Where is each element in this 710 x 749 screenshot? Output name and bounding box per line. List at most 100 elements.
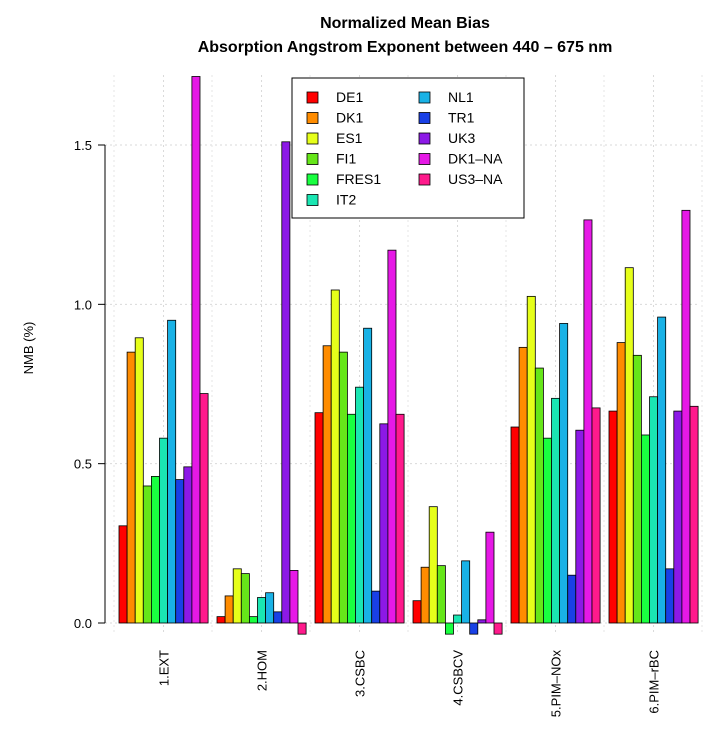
bar <box>420 566 430 624</box>
legend-swatch <box>306 194 319 206</box>
legend-swatch <box>418 173 431 186</box>
legend-label: FI1 <box>336 151 356 167</box>
bar <box>534 367 544 624</box>
bar <box>297 622 307 635</box>
bar <box>167 319 177 624</box>
bar <box>641 434 650 624</box>
legend-swatch <box>306 173 319 186</box>
bar <box>257 597 267 624</box>
legend-label: NL1 <box>448 89 474 105</box>
bar <box>118 525 128 624</box>
bar <box>575 429 585 624</box>
y-tick-label: 0.5 <box>74 457 92 472</box>
bar <box>248 616 258 624</box>
y-tick-label: 1.0 <box>74 297 92 312</box>
legend-swatch <box>306 153 319 165</box>
bar <box>453 614 463 624</box>
bar <box>142 485 152 624</box>
bar <box>330 289 340 624</box>
legend-swatch <box>418 132 431 145</box>
bar <box>134 337 144 624</box>
legend-label: IT2 <box>336 192 356 208</box>
bar <box>436 565 446 624</box>
y-tick-label: 1.5 <box>74 138 92 153</box>
legend-swatch <box>418 91 431 104</box>
legend: DE1 DK1 ES1 FI1 FRES1 IT2 NL1 TR1 UK3 DK1–NA US3–N… <box>291 77 525 219</box>
x-tick-label: 5.PIM–NOx <box>549 650 564 718</box>
bar <box>444 622 454 635</box>
bar <box>632 354 642 624</box>
bar <box>379 423 389 624</box>
bar <box>159 437 169 624</box>
x-tick-label: 3.CSBC <box>353 650 368 697</box>
bar <box>665 568 675 624</box>
legend-box <box>291 77 525 219</box>
legend-label: DK1–NA <box>448 151 503 167</box>
legend-label: DK1 <box>336 110 363 126</box>
bar <box>346 413 356 624</box>
chart-subtitle: Absorption Angstrom Exponent between 440… <box>198 39 613 56</box>
legend-label: ES1 <box>336 130 363 146</box>
bar <box>371 590 381 624</box>
bar <box>493 622 503 635</box>
bar <box>224 595 234 624</box>
bar <box>191 76 201 624</box>
x-tick-label: 2.HOM <box>255 650 270 691</box>
legend-swatch <box>306 112 319 124</box>
bar <box>469 622 479 635</box>
legend-swatch <box>306 91 319 104</box>
bar <box>543 437 552 624</box>
bar <box>273 611 283 624</box>
x-tick-label: 6.PIM–rBC <box>647 650 662 714</box>
bar <box>681 209 691 624</box>
bar <box>526 295 536 624</box>
bar <box>412 600 422 624</box>
bar <box>559 323 569 624</box>
y-tick-label: 0.0 <box>74 616 92 631</box>
bar <box>338 351 348 624</box>
bar <box>461 560 471 624</box>
legend-label: TR1 <box>448 110 475 126</box>
y-axis: 0.0 0.5 1.0 1.5 <box>74 138 106 631</box>
bar <box>551 397 561 624</box>
x-tick-label: 1.EXT <box>157 650 172 686</box>
bar <box>322 345 332 624</box>
legend-label: UK3 <box>448 130 475 146</box>
bar <box>689 405 699 624</box>
bar <box>240 573 250 624</box>
bar <box>387 249 397 624</box>
bar <box>657 316 667 624</box>
bar <box>150 476 160 624</box>
bar <box>183 466 193 624</box>
bar <box>216 616 226 624</box>
bar <box>355 386 365 624</box>
bar <box>281 141 291 624</box>
x-tick-label: 4.CSBCV <box>451 650 466 706</box>
y-axis-label: NMB (%) <box>21 322 36 375</box>
bar <box>567 574 577 624</box>
bar <box>314 412 324 624</box>
legend-label: DE1 <box>336 89 363 105</box>
bar <box>126 351 136 624</box>
legend-swatch <box>418 112 431 124</box>
bar <box>232 568 242 624</box>
bar <box>624 267 634 624</box>
bar <box>428 506 438 624</box>
bar <box>363 327 373 624</box>
bar <box>608 410 618 624</box>
legend-swatch <box>306 132 319 145</box>
bar <box>477 619 487 624</box>
bar <box>616 342 626 624</box>
bar <box>199 393 209 624</box>
bar <box>649 396 659 624</box>
bar <box>673 410 683 624</box>
bar <box>583 219 593 624</box>
chart-title: Normalized Mean Bias <box>320 15 490 32</box>
bar <box>289 570 299 624</box>
x-axis: 1.EXT 2.HOM 3.CSBC 4.CSBCV 5.PIM–NOx 6.PIM–rB… <box>157 650 662 718</box>
legend-swatch <box>418 153 431 165</box>
bar <box>591 407 601 624</box>
bar <box>175 479 185 624</box>
bars <box>118 76 699 635</box>
